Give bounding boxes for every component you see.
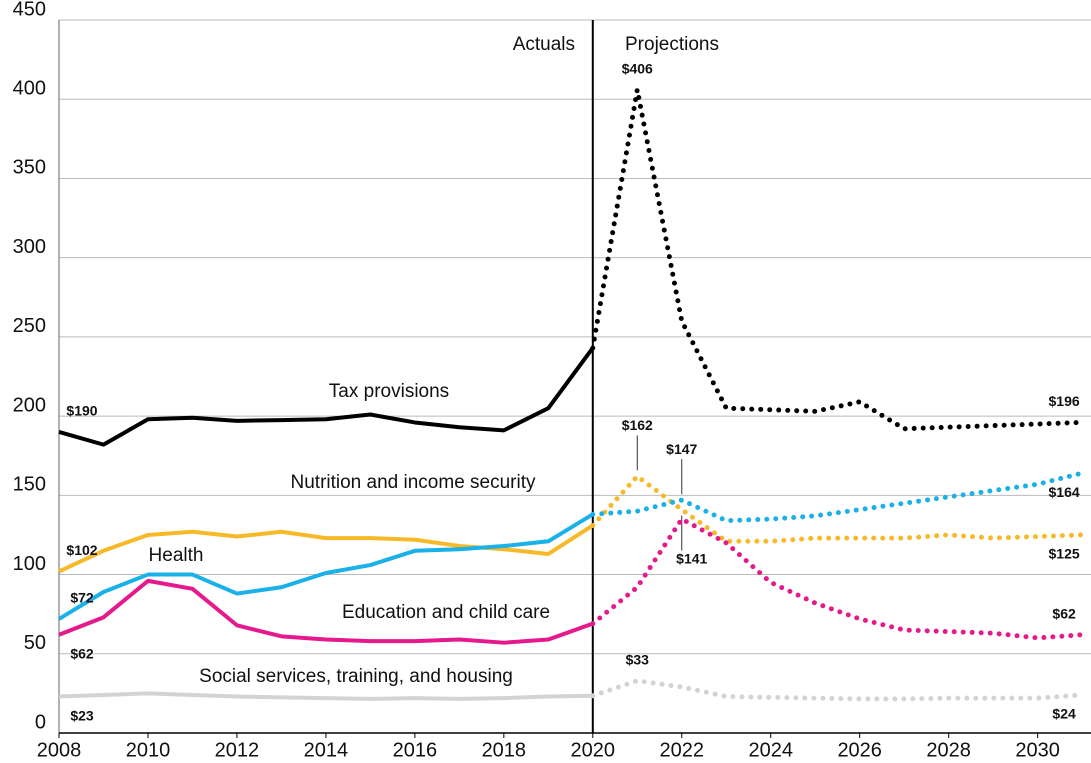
y-tick-label: 100 [13,553,46,575]
x-tick-label: 2010 [126,739,171,761]
value-label: $147 [666,441,697,457]
x-tick-label: 2024 [748,739,793,761]
series-line-dotted [590,470,1085,524]
y-tick-label: 200 [13,394,46,416]
x-tick-label: 2026 [837,739,882,761]
value-label: $62 [70,645,94,661]
x-tick-label: 2022 [660,739,705,761]
series-label: Tax provisions [329,381,449,402]
value-label: $72 [70,590,94,606]
series-line-dotted [590,473,1085,544]
series-label: Education and child care [342,602,550,623]
y-tick-label: 0 [35,711,46,733]
y-tick-label: 150 [13,474,46,496]
y-tick-label: 350 [13,157,46,179]
value-label: $33 [626,651,650,667]
annotation: Actuals [513,34,575,55]
y-tick-label: 300 [13,236,46,258]
x-tick-label: 2030 [1015,739,1060,761]
value-label: $102 [66,542,97,558]
series-line-solid [58,578,594,645]
y-tick-label: 250 [13,315,46,337]
x-tick-label: 2016 [393,739,438,761]
y-tick-label: 400 [13,78,46,100]
series-line-solid [58,691,593,701]
x-tick-label: 2008 [37,739,82,761]
annotation: Projections [625,34,719,55]
value-label: $23 [70,707,94,723]
series-line-dotted [590,678,1085,702]
series-line-dotted [590,87,1085,432]
series-line-dotted [590,516,1085,641]
series-line-solid [58,523,594,574]
x-tick-label: 2012 [215,739,260,761]
value-label: $164 [1049,484,1080,500]
x-tick-label: 2018 [482,739,527,761]
value-label: $190 [66,403,97,419]
y-tick-label: 450 [13,0,46,20]
value-label: $125 [1049,546,1080,562]
series-line-solid [57,512,594,621]
series-label: Social services, training, and housing [199,666,513,687]
series-label: Health [149,545,204,566]
value-label: $406 [622,60,653,76]
value-label: $24 [1052,706,1076,722]
value-label: $162 [622,417,653,433]
series-label: Nutrition and income security [291,472,536,493]
value-label: $62 [1052,605,1076,621]
series-line-solid [58,346,595,447]
x-tick-label: 2020 [571,739,616,761]
x-tick-label: 2028 [926,739,971,761]
value-label: $196 [1049,393,1080,409]
x-tick-label: 2014 [304,739,349,761]
value-label: $141 [676,550,707,566]
y-tick-label: 50 [24,632,46,654]
